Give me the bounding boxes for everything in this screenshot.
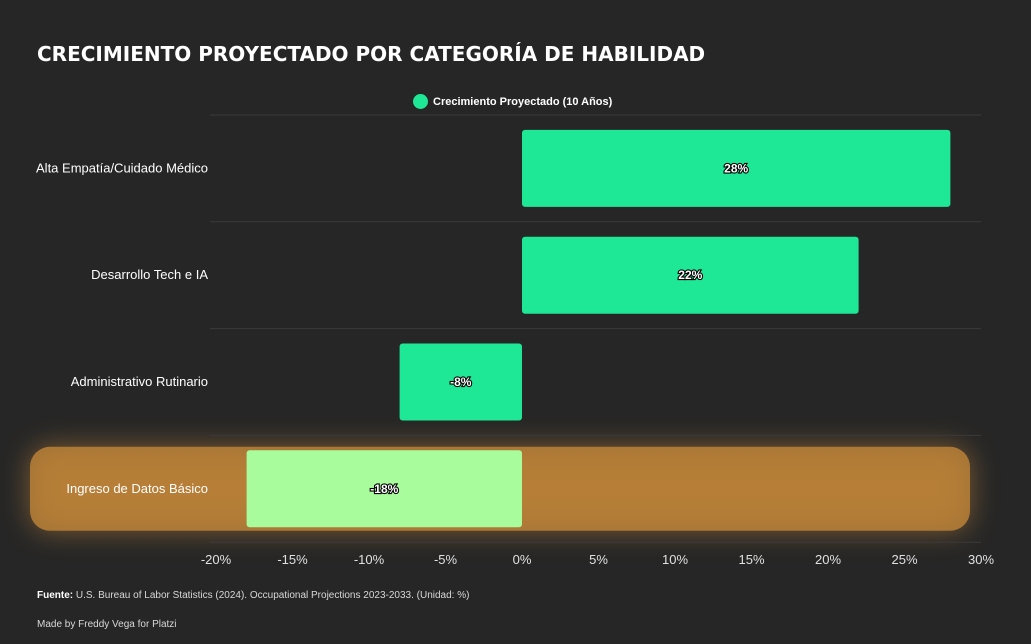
x-tick-label: 15% xyxy=(738,552,764,567)
x-tick-label: -20% xyxy=(201,552,232,567)
data-label: 22% xyxy=(678,268,702,282)
data-label: 28% xyxy=(724,161,748,175)
data-label: -8% xyxy=(450,375,472,389)
x-tick-label: 30% xyxy=(968,552,994,567)
bar xyxy=(246,450,522,528)
x-tick-label: -5% xyxy=(434,552,458,567)
chart-title: CRECIMIENTO PROYECTADO POR CATEGORÍA DE … xyxy=(37,42,706,66)
legend-label: Crecimiento Proyectado (10 Años) xyxy=(433,95,613,108)
chart-legend: Crecimiento Proyectado (10 Años) xyxy=(413,94,612,109)
bar xyxy=(522,236,859,314)
footer-source-text: U.S. Bureau of Labor Statistics (2024). … xyxy=(75,590,470,601)
x-tick-label: 20% xyxy=(815,552,841,567)
bar xyxy=(399,343,522,421)
category-label: Alta Empatía/Cuidado Médico xyxy=(36,160,208,175)
footer-source: Fuente: U.S. Bureau of Labor Statistics … xyxy=(37,590,469,601)
x-tick-label: -15% xyxy=(277,552,308,567)
x-tick-label: 10% xyxy=(662,552,688,567)
footer-credit: Made by Freddy Vega for Platzi xyxy=(37,619,177,630)
x-tick-label: -10% xyxy=(354,552,385,567)
x-tick-label: 0% xyxy=(513,552,532,567)
category-label: Ingreso de Datos Básico xyxy=(66,481,208,496)
category-label: Desarrollo Tech e IA xyxy=(91,267,208,282)
category-label: Administrativo Rutinario xyxy=(71,374,208,389)
x-tick-label: 5% xyxy=(589,552,608,567)
footer-source-label: Fuente: xyxy=(37,590,74,601)
x-tick-label: 25% xyxy=(891,552,917,567)
bar xyxy=(522,129,951,207)
data-label: -18% xyxy=(370,482,398,496)
legend-swatch xyxy=(413,94,428,109)
